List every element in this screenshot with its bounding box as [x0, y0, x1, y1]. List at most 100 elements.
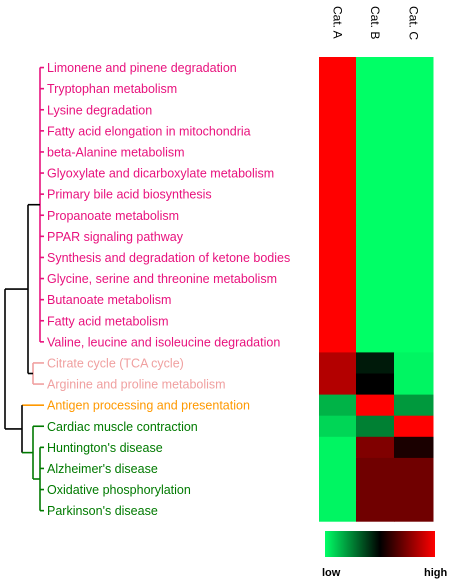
heatmap-cell [394, 225, 434, 248]
heatmap-cell [319, 479, 357, 501]
heatmap-cell [319, 225, 357, 248]
heatmap-cell [319, 373, 357, 396]
column-label: Cat. A [331, 6, 345, 39]
heatmap-cell [394, 310, 434, 332]
row-label: Huntington's disease [47, 441, 163, 455]
heatmap-cell [319, 78, 357, 100]
heatmap-cell [394, 183, 434, 206]
row-label: Fatty acid metabolism [47, 314, 169, 328]
heatmap-cell [319, 141, 357, 163]
heatmap-cell [356, 246, 395, 269]
heatmap-cell [356, 394, 395, 417]
row-label: PPAR signaling pathway [47, 230, 184, 244]
row-label: Propanoate metabolism [47, 209, 179, 223]
row-label: beta-Alanine metabolism [47, 145, 185, 159]
heatmap-cell [394, 57, 434, 79]
heatmap-cell [394, 162, 434, 185]
heatmap-cell [394, 394, 434, 417]
row-label: Valine, leucine and isoleucine degradati… [47, 335, 280, 349]
legend-gradient-bar [325, 531, 435, 557]
heatmap-cell [319, 99, 357, 121]
heatmap-cell [394, 246, 434, 269]
heatmap-cell [394, 500, 434, 522]
row-label: Synthesis and degradation of ketone bodi… [47, 251, 290, 265]
column-label: Cat. B [368, 6, 382, 39]
row-label: Limonene and pinene degradation [47, 61, 237, 75]
heatmap-cell [394, 289, 434, 311]
heatmap-cell [356, 141, 395, 163]
heatmap-cell [319, 268, 357, 290]
heatmap-cell [319, 500, 357, 522]
heatmap-cell [319, 120, 357, 142]
heatmap-cell [394, 99, 434, 121]
heatmap-cell [356, 183, 395, 206]
row-labels: Limonene and pinene degradation Tryptopha… [47, 61, 290, 518]
heatmap-cell [319, 310, 357, 332]
heatmap-cell [356, 57, 395, 79]
heatmap-cell [356, 99, 395, 121]
row-label: Oxidative phosphorylation [47, 483, 191, 497]
row-label: Butanoate metabolism [47, 293, 171, 307]
heatmap-cell [319, 436, 357, 459]
heatmap-cell [319, 415, 357, 438]
heatmap-cell [394, 331, 434, 353]
heatmap-cell [319, 289, 357, 311]
row-label: Citrate cycle (TCA cycle) [47, 356, 184, 370]
heatmap-cell [394, 78, 434, 100]
heatmap-cells [319, 57, 434, 522]
heatmap-cell [394, 204, 434, 227]
row-label: Parkinson's disease [47, 504, 158, 518]
heatmap-cell [356, 352, 395, 374]
heatmap-cell [394, 120, 434, 142]
heatmap-cell [394, 141, 434, 163]
row-dendrogram [4, 66, 44, 512]
row-label: Glycine, serine and threonine metabolism [47, 272, 277, 286]
row-label: Primary bile acid biosynthesis [47, 188, 212, 202]
row-label: Tryptophan metabolism [47, 82, 177, 96]
heatmap-cell [356, 289, 395, 311]
heatmap-cell [356, 415, 395, 438]
heatmap-cell [394, 457, 434, 480]
row-label: Alzheimer's disease [47, 462, 158, 476]
heatmap-cell [356, 310, 395, 332]
heatmap-cell [356, 268, 395, 290]
heatmap-cell [319, 57, 357, 79]
row-label: Arginine and proline metabolism [47, 378, 226, 392]
heatmap-cell [319, 183, 357, 206]
heatmap-cell [394, 415, 434, 438]
legend-low-label: low [322, 567, 341, 579]
heatmap-cell [319, 394, 357, 417]
heatmap-cell [319, 246, 357, 269]
heatmap-cell [319, 204, 357, 227]
heatmap-cell [356, 436, 395, 459]
heatmap-cell [356, 457, 395, 480]
heatmap-cell [319, 331, 357, 353]
heatmap-cell [319, 162, 357, 185]
heatmap-cell [394, 479, 434, 501]
heatmap-cell [356, 120, 395, 142]
heatmap-cell [394, 352, 434, 374]
row-label: Cardiac muscle contraction [47, 420, 198, 434]
heatmap-cell [356, 373, 395, 396]
heatmap-cell [394, 436, 434, 459]
heatmap-cell [356, 204, 395, 227]
row-label: Fatty acid elongation in mitochondria [47, 124, 251, 138]
color-legend: low high [322, 531, 447, 579]
column-labels: Cat. A Cat. B Cat. C [331, 6, 421, 40]
column-label: Cat. C [407, 6, 421, 40]
heatmap-cell [356, 225, 395, 248]
heatmap-cell [356, 162, 395, 185]
heatmap-cell [356, 479, 395, 501]
heatmap-cell [356, 331, 395, 353]
legend-high-label: high [424, 567, 447, 579]
heatmap-cell [356, 500, 395, 522]
heatmap-cell [319, 352, 357, 374]
row-label: Lysine degradation [47, 103, 152, 117]
heatmap-cell [319, 457, 357, 480]
heatmap-cell [394, 373, 434, 396]
heatmap-cell [394, 268, 434, 290]
heatmap-cell [356, 78, 395, 100]
row-label: Antigen processing and presentation [47, 399, 250, 413]
row-label: Glyoxylate and dicarboxylate metabolism [47, 167, 274, 181]
